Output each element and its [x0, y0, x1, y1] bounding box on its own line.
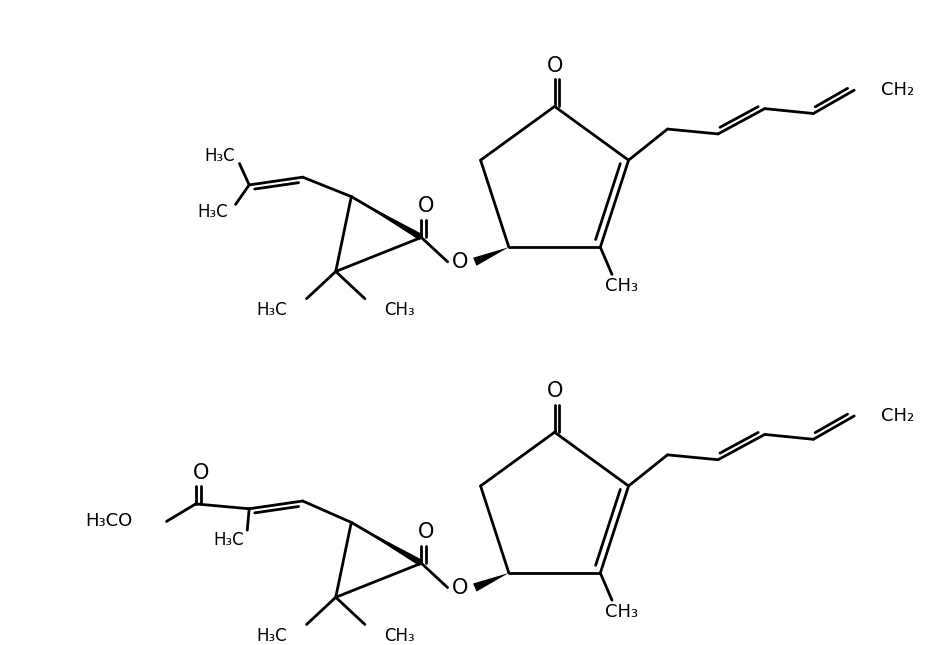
- Text: O: O: [418, 196, 434, 216]
- Text: CH₃: CH₃: [604, 603, 638, 621]
- Text: O: O: [452, 252, 468, 272]
- Text: H₃C: H₃C: [213, 531, 244, 549]
- Text: CH₃: CH₃: [384, 301, 415, 319]
- Text: CH₂: CH₂: [881, 407, 914, 425]
- Text: CH₃: CH₃: [604, 277, 638, 295]
- Text: H₃C: H₃C: [204, 147, 235, 164]
- Polygon shape: [472, 573, 509, 591]
- Text: CH₂: CH₂: [881, 81, 914, 99]
- Text: O: O: [418, 522, 434, 542]
- Polygon shape: [472, 247, 509, 266]
- Polygon shape: [351, 197, 422, 241]
- Text: O: O: [192, 463, 209, 483]
- Text: O: O: [546, 381, 562, 401]
- Text: H₃C: H₃C: [256, 301, 287, 319]
- Text: O: O: [546, 55, 562, 75]
- Text: H₃C: H₃C: [197, 203, 227, 221]
- Text: H₃C: H₃C: [256, 627, 287, 645]
- Polygon shape: [351, 522, 422, 566]
- Text: CH₃: CH₃: [384, 627, 415, 645]
- Text: O: O: [452, 577, 468, 597]
- Text: H₃CO: H₃CO: [85, 512, 133, 530]
